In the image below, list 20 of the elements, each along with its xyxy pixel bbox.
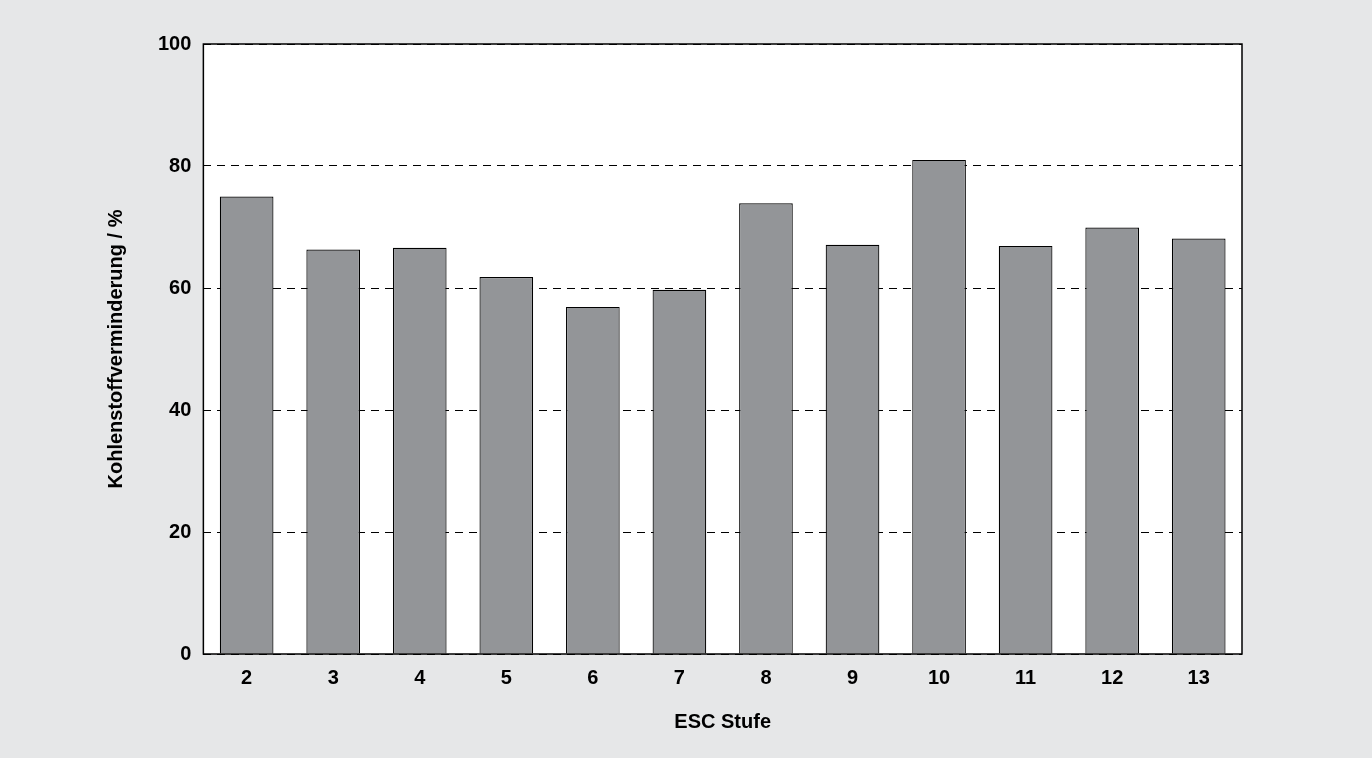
y-tick-label: 60 [169,275,192,298]
y-axis-title: Kohlenstoffverminderung / % [103,209,126,489]
x-tick-label: 9 [846,665,859,688]
x-tick-label: 3 [327,665,339,688]
x-tick-label: 6 [587,665,599,688]
x-tick-label: 11 [1015,665,1037,688]
x-tick-label: 7 [673,665,685,688]
x-tick-label: 5 [500,665,512,688]
x-tick-label: 4 [414,665,427,688]
x-tick-label: 13 [1187,665,1210,688]
y-tick-label: 40 [169,397,192,420]
y-tick-label: 20 [169,519,192,542]
y-tick-label: 0 [180,641,192,664]
x-tick-label: 10 [927,665,951,688]
y-tick-label: 80 [169,153,192,176]
x-axis-title: ESC Stufe [674,709,772,732]
x-tick-label: 8 [760,665,772,688]
y-tick-label: 100 [157,31,192,54]
x-tick-label: 2 [241,665,253,688]
x-tick-label: 12 [1101,665,1124,688]
